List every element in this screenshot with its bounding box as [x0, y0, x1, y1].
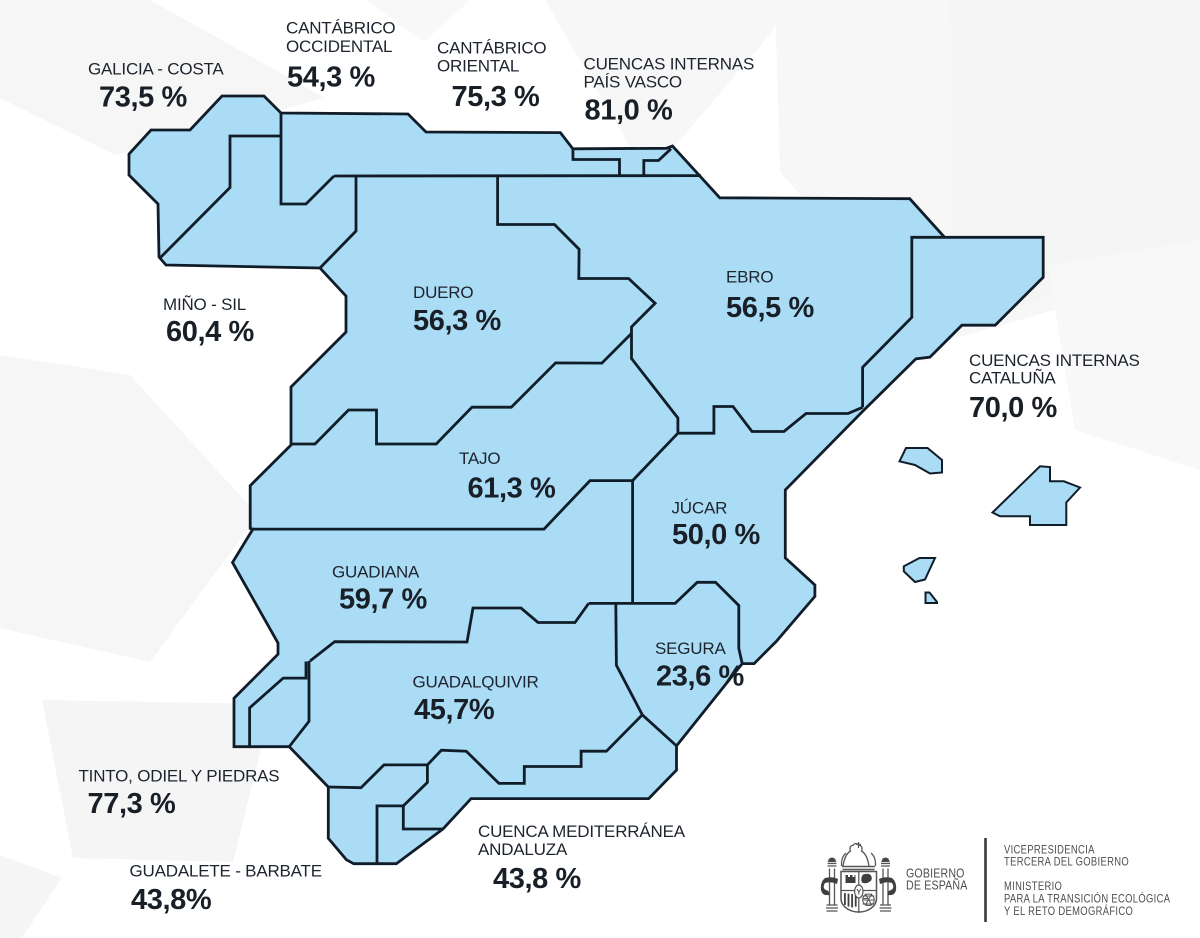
- svg-text:56,5 %: 56,5 %: [726, 292, 814, 324]
- svg-text:75,3 %: 75,3 %: [452, 81, 540, 113]
- svg-text:73,5 %: 73,5 %: [99, 82, 187, 114]
- svg-text:70,0 %: 70,0 %: [969, 392, 1057, 424]
- svg-text:50,0 %: 50,0 %: [672, 519, 760, 551]
- svg-text:VICEPRESIDENCIA: VICEPRESIDENCIA: [1004, 844, 1095, 857]
- svg-text:43,8%: 43,8%: [131, 884, 212, 916]
- svg-text:ANDALUZA: ANDALUZA: [478, 840, 568, 859]
- svg-text:DUERO: DUERO: [413, 283, 473, 302]
- svg-text:CUENCAS INTERNAS: CUENCAS INTERNAS: [969, 351, 1140, 370]
- svg-text:TAJO: TAJO: [459, 449, 500, 468]
- svg-text:CATALUÑA: CATALUÑA: [969, 368, 1056, 387]
- svg-text:MIÑO - SIL: MIÑO - SIL: [163, 295, 246, 314]
- svg-text:CUENCAS INTERNAS: CUENCAS INTERNAS: [584, 55, 755, 74]
- svg-text:TINTO, ODIEL Y PIEDRAS: TINTO, ODIEL Y PIEDRAS: [79, 767, 280, 786]
- svg-text:43,8 %: 43,8 %: [493, 863, 581, 895]
- svg-text:CANTÁBRICO: CANTÁBRICO: [437, 38, 546, 57]
- svg-text:GALICIA - COSTA: GALICIA - COSTA: [88, 60, 224, 79]
- svg-text:54,3 %: 54,3 %: [287, 62, 375, 94]
- svg-text:81,0 %: 81,0 %: [585, 95, 673, 127]
- svg-text:23,6 %: 23,6 %: [656, 661, 744, 693]
- svg-text:PARA LA TRANSICIÓN ECOLÓGICA: PARA LA TRANSICIÓN ECOLÓGICA: [1004, 892, 1170, 906]
- svg-text:77,3 %: 77,3 %: [88, 788, 176, 820]
- svg-text:CUENCA MEDITERRÁNEA: CUENCA MEDITERRÁNEA: [478, 822, 686, 841]
- svg-text:SEGURA: SEGURA: [655, 639, 726, 658]
- svg-text:EBRO: EBRO: [726, 268, 773, 287]
- svg-text:DE ESPAÑA: DE ESPAÑA: [906, 879, 968, 893]
- svg-text:MINISTERIO: MINISTERIO: [1004, 880, 1062, 893]
- svg-text:PAÍS VASCO: PAÍS VASCO: [584, 72, 682, 91]
- svg-text:ORIENTAL: ORIENTAL: [437, 57, 519, 76]
- svg-text:56,3 %: 56,3 %: [413, 305, 501, 337]
- svg-text:59,7 %: 59,7 %: [339, 584, 427, 616]
- svg-text:61,3 %: 61,3 %: [468, 472, 556, 504]
- svg-text:JÚCAR: JÚCAR: [672, 499, 728, 518]
- svg-text:GOBIERNO: GOBIERNO: [906, 867, 965, 881]
- svg-text:45,7%: 45,7%: [414, 694, 495, 726]
- svg-text:60,4 %: 60,4 %: [166, 316, 254, 348]
- svg-text:Y EL RETO DEMOGRÁFICO: Y EL RETO DEMOGRÁFICO: [1004, 904, 1133, 918]
- svg-text:GUADIANA: GUADIANA: [332, 563, 420, 582]
- svg-text:OCCIDENTAL: OCCIDENTAL: [286, 37, 392, 56]
- svg-text:GUADALQUIVIR: GUADALQUIVIR: [413, 673, 539, 692]
- svg-text:TERCERA DEL GOBIERNO: TERCERA DEL GOBIERNO: [1004, 855, 1129, 868]
- svg-text:CANTÁBRICO: CANTÁBRICO: [286, 19, 395, 38]
- svg-text:GUADALETE - BARBATE: GUADALETE - BARBATE: [130, 862, 322, 881]
